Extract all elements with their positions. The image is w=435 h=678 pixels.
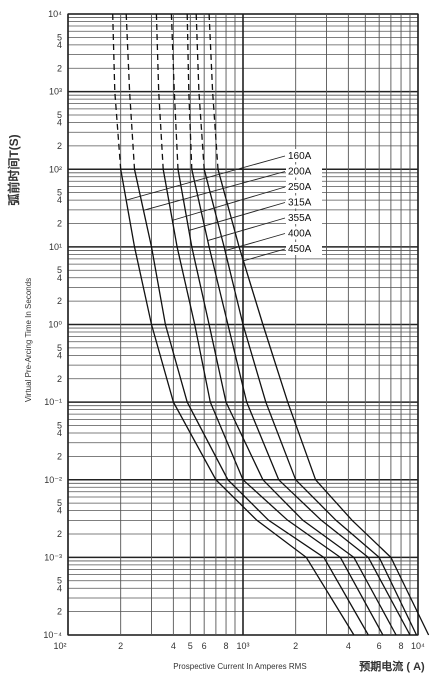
- series-line: [191, 169, 411, 636]
- x-axis-title-en: Prospective Current In Amperes RMS: [173, 662, 306, 671]
- y-tick-label: 10¹: [49, 242, 62, 252]
- legend-label: 250A: [288, 182, 312, 193]
- legend-label: 315A: [288, 198, 312, 209]
- legend-leader-line: [126, 155, 286, 201]
- x-tick-label: 8: [399, 641, 404, 651]
- y-tick-label: 5: [57, 110, 62, 120]
- y-tick-label: 5: [57, 343, 62, 353]
- x-tick-label: 4: [171, 641, 176, 651]
- curves: [112, 13, 430, 636]
- legend-label-bg: [286, 164, 322, 178]
- series-line: [133, 169, 369, 636]
- legend-label-bg: [286, 226, 322, 240]
- y-tick-label: 5: [57, 265, 62, 275]
- legend-label: 200A: [288, 167, 312, 178]
- x-tick-label: 8: [224, 641, 229, 651]
- x-tick-label: 5: [188, 641, 193, 651]
- legend-label-bg: [286, 195, 322, 209]
- x-tick-label: 10²: [53, 641, 66, 651]
- series-355A: [186, 13, 411, 636]
- y-tick-label: 5: [57, 32, 62, 42]
- series-line: [120, 169, 355, 636]
- series-line: [203, 169, 418, 636]
- x-axis-title-cn: 预期电流 ( A): [359, 659, 425, 673]
- y-tick-label: 4: [57, 195, 62, 205]
- series-line: [217, 169, 430, 636]
- y-tick-label: 10⁰: [48, 320, 62, 330]
- y-tick-label: 4: [57, 506, 62, 516]
- legend-label-bg: [286, 211, 322, 224]
- x-tick-label: 10³: [236, 641, 249, 651]
- series-line-dashed: [112, 13, 122, 170]
- series-line-dashed: [125, 13, 136, 170]
- legend-leader-line: [143, 171, 286, 211]
- series-250A: [155, 13, 384, 636]
- legend-leader-line: [172, 186, 286, 221]
- legend-label: 160A: [288, 151, 312, 162]
- y-axis-title-cn: 弧前时间T(S): [6, 134, 21, 205]
- tick-labels: 10⁴54210³54210²54210¹54210⁰54210⁻¹54210⁻…: [43, 9, 425, 651]
- y-tick-label: 4: [57, 428, 62, 438]
- y-tick-label: 2: [57, 374, 62, 384]
- y-tick-label: 2: [57, 451, 62, 461]
- legend-label-bg: [286, 242, 322, 255]
- x-tick-label: 10⁴: [411, 641, 425, 651]
- series-line-dashed: [170, 13, 179, 170]
- x-tick-label: 6: [377, 641, 382, 651]
- y-tick-label: 4: [57, 350, 62, 360]
- y-tick-label: 10⁻³: [44, 552, 62, 562]
- y-tick-label: 10³: [49, 87, 62, 97]
- x-tick-label: 2: [293, 641, 298, 651]
- y-tick-label: 10⁻⁴: [43, 630, 62, 640]
- y-tick-label: 2: [57, 607, 62, 617]
- legend-leader-line: [207, 217, 286, 242]
- y-tick-label: 2: [57, 219, 62, 229]
- series-line-dashed: [208, 13, 219, 170]
- y-tick-label: 4: [57, 40, 62, 50]
- legend-label-bg: [286, 149, 322, 162]
- x-tick-label: 4: [346, 641, 351, 651]
- y-tick-label: 5: [57, 498, 62, 508]
- x-tick-label: 2: [118, 641, 123, 651]
- y-tick-label: 4: [57, 273, 62, 283]
- y-tick-label: 2: [57, 141, 62, 151]
- y-tick-label: 5: [57, 420, 62, 430]
- y-tick-label: 10⁻¹: [44, 397, 62, 407]
- y-tick-label: 5: [57, 576, 62, 586]
- y-tick-label: 2: [57, 63, 62, 73]
- series-450A: [208, 13, 430, 636]
- series-400A: [195, 13, 418, 636]
- series-315A: [170, 13, 397, 636]
- series-line-dashed: [195, 13, 205, 170]
- legend: 160A 200A 250A 315A 355A 400A 450A: [126, 149, 322, 262]
- y-tick-label: 10⁻²: [44, 475, 62, 485]
- x-tick-label: 6: [202, 641, 207, 651]
- legend-leader-line: [224, 233, 286, 252]
- legend-label: 400A: [288, 229, 312, 240]
- y-tick-label: 4: [57, 118, 62, 128]
- y-axis-title-en: Virtual Pre-Arcing Time In Seconds: [24, 278, 33, 402]
- series-200A: [125, 13, 369, 636]
- legend-leader-line: [243, 248, 286, 262]
- y-tick-label: 4: [57, 583, 62, 593]
- series-line: [177, 169, 397, 636]
- legend-label-bg: [286, 180, 322, 193]
- series-line: [162, 169, 384, 636]
- y-tick-label: 2: [57, 529, 62, 539]
- legend-label: 450A: [288, 244, 312, 255]
- series-line-dashed: [155, 13, 164, 170]
- series-line-dashed: [186, 13, 193, 170]
- y-tick-label: 10²: [49, 164, 62, 174]
- series-160A: [112, 13, 355, 636]
- legend-label: 355A: [288, 213, 312, 224]
- y-tick-label: 5: [57, 188, 62, 198]
- y-tick-label: 10⁴: [48, 9, 62, 19]
- y-tick-label: 2: [57, 296, 62, 306]
- legend-leader-line: [188, 202, 286, 231]
